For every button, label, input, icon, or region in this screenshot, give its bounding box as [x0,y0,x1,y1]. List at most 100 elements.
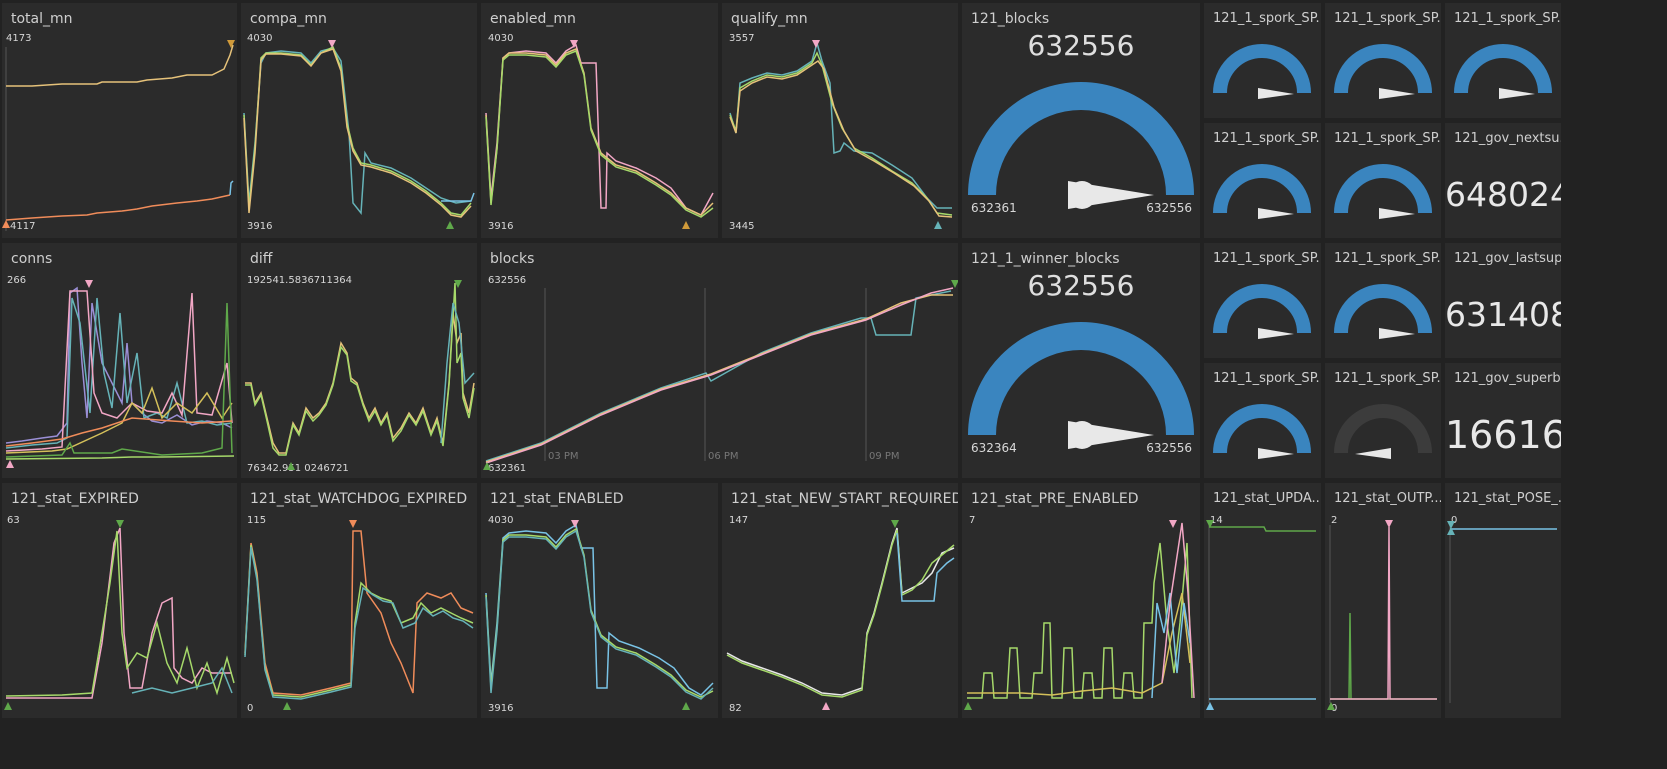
panel-title: 121_stat_PRE_ENABLED [971,491,1139,507]
y-max-label: 266 [7,275,27,286]
y-max-label: 632556 [488,275,527,286]
line-chart [244,520,474,710]
y-max-label: 14 [1210,515,1223,526]
gauge-spork-6[interactable]: 121_1_spork_SP... [1204,243,1321,358]
panel-title: 121_stat_WATCHDOG_EXPIRED [250,491,468,507]
max-marker-icon [570,40,578,48]
min-marker-icon [446,221,454,229]
gauge-dial [1334,404,1432,459]
min-marker-icon [964,702,972,710]
y-min-label: 4117 [10,221,36,232]
y-min-label: 3916 [247,221,273,232]
y-max-label: 4030 [247,33,273,44]
stat-value: 648024 [1445,175,1561,214]
gauge-dial [1213,44,1311,99]
panel-stat-watchdog[interactable]: 121_stat_WATCHDOG_EXPIRED 115 0 [241,483,477,718]
panel-enabled-mn[interactable]: enabled_mn 4030 3916 [481,3,718,238]
gauge-spork-1[interactable]: 121_1_spork_SP... [1204,3,1321,118]
panel-title: 121_1_spork_SP... [1334,11,1441,26]
gauge-max: 632556 [1146,201,1192,215]
y-max-label: 4173 [6,33,32,44]
panel-stat-pose[interactable]: 121_stat_POSE_... 0 [1445,483,1561,718]
panel-title: diff [250,251,273,267]
needle-icon [1258,208,1294,219]
panel-stat-newstart[interactable]: 121_stat_NEW_START_REQUIRED 147 82 [722,483,958,718]
max-marker-icon [227,40,235,48]
panel-title: qualify_mn [731,11,808,27]
panel-title: compa_mn [250,11,327,27]
panel-title: 121_1_winner_blocks [971,251,1120,267]
gauge-winner-blocks[interactable]: 121_1_winner_blocks 632556 632364 632556 [962,243,1200,478]
line-chart [1447,521,1557,703]
stat-value: 16616 [1445,413,1561,457]
min-marker-icon [682,702,690,710]
needle-icon [1258,328,1294,339]
panel-conns[interactable]: conns 266 [2,243,237,478]
needle-icon [1379,208,1415,219]
y-min-label: 0 [247,703,254,714]
gauge-spork-7[interactable]: 121_1_spork_SP... [1325,243,1441,358]
panel-stat-preenabled[interactable]: 121_stat_PRE_ENABLED 7 [962,483,1200,718]
needle-icon [1258,88,1294,99]
gauge-dial [968,322,1194,449]
stat-gov-superb[interactable]: 121_gov_superb... 16616 [1445,363,1561,478]
gauge-dial [1334,164,1432,219]
line-chart [4,520,235,710]
panel-title: 121_1_spork_SP... [1334,371,1441,386]
line-chart [485,40,714,229]
panel-stat-outp[interactable]: 121_stat_OUTP... 2 0 [1325,483,1441,718]
panel-title: 121_gov_nextsu... [1454,131,1561,146]
gauge-min: 632364 [971,441,1017,455]
panel-compa-mn[interactable]: compa_mn 4030 3916 [241,3,477,238]
gauge-max: 632556 [1146,441,1192,455]
panel-title: 121_stat_POSE_... [1454,491,1561,506]
gauge-dial [1213,164,1311,219]
line-chart [1327,520,1437,710]
panel-title: 121_1_spork_SP... [1213,131,1321,146]
panel-total-mn[interactable]: total_mn 4173 4117 [2,3,237,238]
panel-stat-upda[interactable]: 121_stat_UPDA... 14 [1204,483,1321,718]
panel-blocks[interactable]: blocks 632556 632361 03 PM 06 PM 09 PM [481,243,958,478]
needle-icon [1499,88,1535,99]
min-marker-icon [2,220,10,228]
gauge-value: 632556 [1027,269,1135,302]
gauge-121-blocks[interactable]: 121_blocks 632556 632361 632556 [962,3,1200,238]
gauge-spork-8[interactable]: 121_1_spork_SP... [1204,363,1321,478]
y-max-label: 0 [1451,515,1458,526]
max-marker-icon [891,520,899,528]
y-max-label: 115 [247,515,267,526]
panel-title: 121_gov_superb... [1454,371,1561,386]
line-chart [245,280,475,470]
needle-icon [1379,328,1415,339]
gauge-spork-4[interactable]: 121_1_spork_SP... [1204,123,1321,238]
min-marker-icon [1206,702,1214,710]
min-marker-icon [934,221,942,229]
y-max-label: 63 [7,515,20,526]
line-chart [483,280,958,470]
panel-title: 121_blocks [971,11,1050,27]
panel-title: 121_stat_ENABLED [490,491,624,507]
gauge-spork-2[interactable]: 121_1_spork_SP... [1325,3,1441,118]
gauge-spork-3[interactable]: 121_1_spork_SP... [1445,3,1561,118]
panel-diff[interactable]: diff 192541.5836711364 76342.951 0246721 [241,243,477,478]
stat-gov-lastsup[interactable]: 121_gov_lastsup... 631408 [1445,243,1561,358]
panel-title: 121_1_spork_SP... [1213,371,1321,386]
line-chart [2,40,235,231]
panel-stat-expired[interactable]: 121_stat_EXPIRED 63 [2,483,237,718]
y-max-label: 192541.5836711364 [247,275,352,286]
min-marker-icon [287,462,295,470]
gauge-dial [1334,44,1432,99]
gauge-spork-5[interactable]: 121_1_spork_SP... [1325,123,1441,238]
min-marker-icon [1447,527,1455,535]
gauge-dial [1454,44,1552,99]
gauge-spork-9[interactable]: 121_1_spork_SP... [1325,363,1441,478]
panel-title: enabled_mn [490,11,576,27]
y-min-label: 3916 [488,703,514,714]
panel-title: conns [11,251,53,267]
line-chart [964,520,1195,710]
panel-qualify-mn[interactable]: qualify_mn 3557 3445 [722,3,958,238]
panel-stat-enabled[interactable]: 121_stat_ENABLED 4030 3916 [481,483,718,718]
y-min-label: 3445 [729,221,755,232]
stat-gov-nextsu[interactable]: 121_gov_nextsu... 648024 [1445,123,1561,238]
panel-title: 121_stat_OUTP... [1334,491,1441,506]
